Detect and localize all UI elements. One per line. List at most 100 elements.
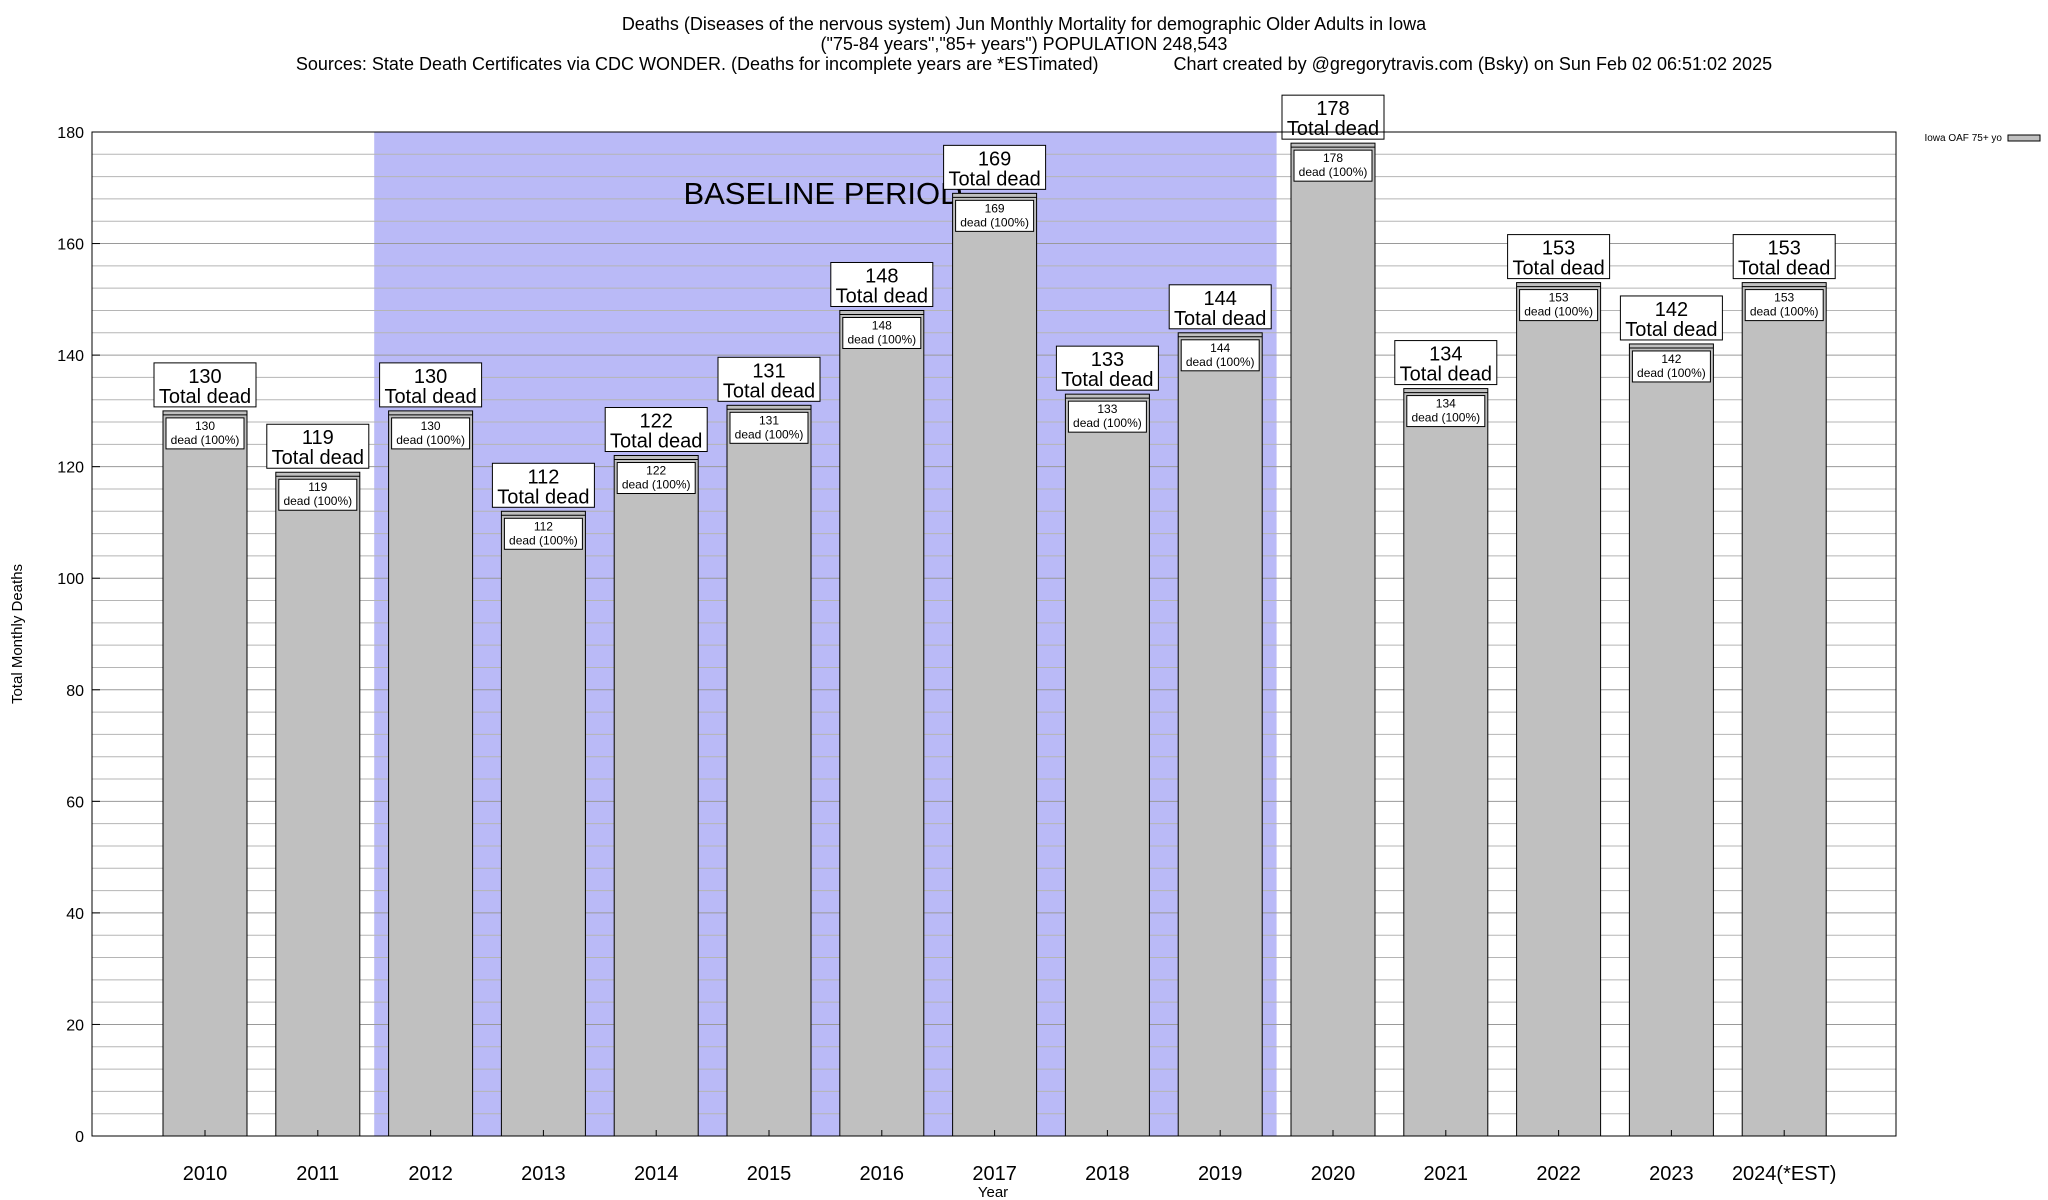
total-label-text: Total dead xyxy=(159,386,251,408)
total-label-text: Total dead xyxy=(948,168,1040,190)
inner-label-text: dead (100%) xyxy=(622,478,691,492)
inner-label-value: 153 xyxy=(1549,291,1569,305)
inner-label-value: 142 xyxy=(1661,352,1681,366)
total-label-box xyxy=(266,423,370,469)
total-label-box xyxy=(1394,340,1498,386)
inner-label-text: dead (100%) xyxy=(735,427,804,441)
total-label-box xyxy=(1168,284,1272,330)
inner-label-value: 133 xyxy=(1097,402,1117,416)
total-label-text: Total dead xyxy=(610,431,702,453)
total-label-value: 148 xyxy=(865,265,898,287)
inner-label-text: dead (100%) xyxy=(1524,305,1593,319)
total-label-text: Total dead xyxy=(497,486,589,508)
x-tick-label: 2024(*EST) xyxy=(1732,1163,1837,1185)
total-label-text: Total dead xyxy=(384,386,476,408)
inner-label-box xyxy=(278,478,358,511)
bar-2015 xyxy=(726,404,812,1137)
total-label-text: Total dead xyxy=(1174,308,1266,330)
inner-label-box xyxy=(503,517,583,550)
inner-label-box xyxy=(1519,289,1599,322)
total-label-value: 178 xyxy=(1316,98,1349,120)
x-tick-label: 2011 xyxy=(296,1163,339,1185)
inner-label-value: 119 xyxy=(308,480,327,494)
total-label-box xyxy=(1507,234,1611,280)
total-label-value: 153 xyxy=(1542,238,1575,260)
y-tick-label: 100 xyxy=(57,571,84,588)
x-tick-label: 2019 xyxy=(1198,1163,1243,1185)
inner-label-value: 134 xyxy=(1436,397,1456,411)
bar-2014 xyxy=(613,455,699,1137)
total-label-text: Total dead xyxy=(1512,258,1604,280)
bar-2017 xyxy=(952,192,1038,1137)
baseline-period-label: BASELINE PERIOD xyxy=(683,176,962,211)
total-label-value: 130 xyxy=(188,366,221,388)
y-tick-label: 40 xyxy=(66,906,84,923)
x-tick-label: 2021 xyxy=(1424,1163,1469,1185)
bar-2022 xyxy=(1516,282,1602,1137)
total-label-box xyxy=(153,362,257,408)
y-tick-label: 80 xyxy=(66,683,84,700)
total-label-text: Total dead xyxy=(1738,258,1830,280)
inner-label-value: 112 xyxy=(534,519,553,533)
inner-label-text: dead (100%) xyxy=(1637,366,1706,380)
inner-label-box xyxy=(616,462,696,495)
inner-label-box xyxy=(1293,149,1373,182)
total-label-value: 142 xyxy=(1655,299,1688,321)
inner-label-text: dead (100%) xyxy=(1186,355,1255,369)
total-label-box xyxy=(1619,295,1723,341)
x-axis-label: Year xyxy=(978,1184,1008,1200)
bar-2024(*EST) xyxy=(1741,282,1827,1137)
inner-label-value: 131 xyxy=(759,413,779,427)
inner-label-value: 130 xyxy=(195,419,215,433)
inner-label-text: dead (100%) xyxy=(509,533,578,547)
total-label-value: 169 xyxy=(978,148,1011,170)
inner-label-box xyxy=(1631,350,1711,383)
y-tick-label: 0 xyxy=(75,1129,84,1146)
bar-2023 xyxy=(1628,343,1714,1137)
y-tick-label: 140 xyxy=(57,348,84,365)
plot-frame xyxy=(91,131,1897,1137)
bar-2019 xyxy=(1177,332,1263,1137)
total-label-value: 134 xyxy=(1429,344,1462,366)
inner-label-box xyxy=(1406,395,1486,428)
y-tick-label: 160 xyxy=(57,237,84,254)
total-label-text: Total dead xyxy=(1287,118,1379,140)
chart-title-line-1: Deaths (Diseases of the nervous system) … xyxy=(621,14,1427,34)
bar-2010 xyxy=(162,410,248,1137)
total-label-value: 153 xyxy=(1768,238,1801,260)
inner-label-value: 153 xyxy=(1774,291,1794,305)
inner-label-value: 144 xyxy=(1210,341,1230,355)
total-label-text: Total dead xyxy=(723,380,815,402)
y-axis-label: Total Monthly Deaths xyxy=(9,564,26,704)
total-label-box xyxy=(830,261,934,307)
inner-label-text: dead (100%) xyxy=(847,332,916,346)
chart-title-line-2: ("75-84 years","85+ years") POPULATION 2… xyxy=(820,34,1228,54)
total-label-value: 131 xyxy=(752,360,785,382)
total-label-box xyxy=(491,462,595,508)
inner-label-box xyxy=(391,417,471,450)
total-label-value: 144 xyxy=(1204,288,1237,310)
bar-2012 xyxy=(388,410,474,1137)
x-tick-label: 2016 xyxy=(860,1163,905,1185)
total-label-value: 133 xyxy=(1091,349,1124,371)
y-tick-label: 120 xyxy=(57,460,84,477)
bar-2020 xyxy=(1290,142,1376,1137)
inner-label-box xyxy=(165,417,245,450)
inner-label-text: dead (100%) xyxy=(396,433,465,447)
y-tick-label: 20 xyxy=(66,1017,84,1034)
legend-label: Iowa OAF 75+ yo xyxy=(1924,133,2002,144)
total-label-box xyxy=(1055,345,1159,391)
inner-label-box xyxy=(1180,339,1260,372)
y-tick-label: 180 xyxy=(57,125,84,142)
total-label-text: Total dead xyxy=(1061,369,1153,391)
inner-label-text: dead (100%) xyxy=(283,494,352,508)
total-label-value: 112 xyxy=(527,466,559,488)
total-label-text: Total dead xyxy=(836,285,928,307)
inner-label-text: dead (100%) xyxy=(1073,416,1142,430)
inner-label-box xyxy=(729,411,809,444)
total-label-value: 130 xyxy=(414,366,447,388)
total-label-box xyxy=(943,144,1047,190)
inner-label-box xyxy=(1067,400,1147,433)
x-tick-label: 2013 xyxy=(521,1163,566,1185)
inner-label-box xyxy=(1744,289,1824,322)
